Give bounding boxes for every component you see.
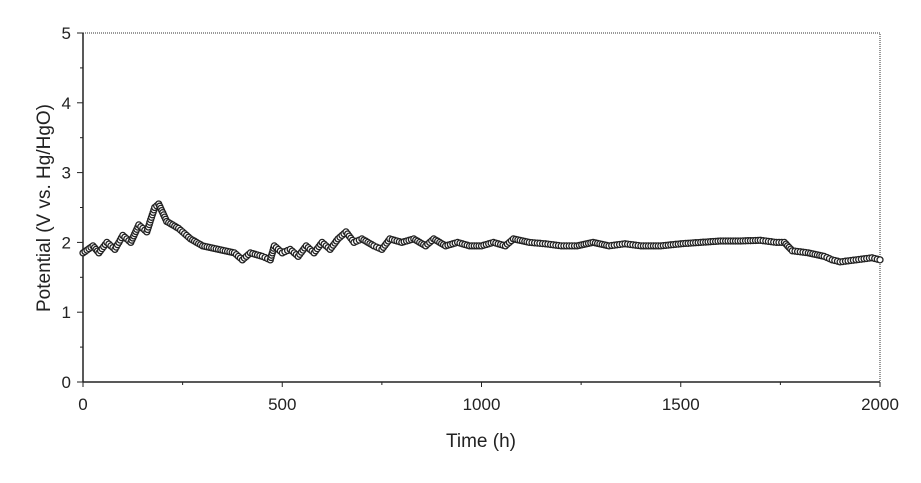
axes: 0 500 1000 1500 2000 0 1 2 3 4 5: [62, 24, 899, 414]
data-series: [80, 201, 883, 265]
x-tick-label: 0: [78, 395, 87, 414]
y-tick-label: 4: [62, 94, 71, 113]
y-tick-label: 0: [62, 373, 71, 392]
potential-time-chart: 0 500 1000 1500 2000 0 1 2 3 4 5 Time (h) Potentia…: [0, 0, 921, 478]
y-tick-label: 5: [62, 24, 71, 43]
x-tick-label: 500: [268, 395, 296, 414]
plot-frame: [83, 33, 880, 382]
x-tick-label: 2000: [861, 395, 899, 414]
y-tick-label: 1: [62, 303, 71, 322]
y-tick-label: 3: [62, 164, 71, 183]
x-tick-label: 1500: [662, 395, 700, 414]
data-point: [877, 257, 883, 263]
y-axis-label: Potential (V vs. Hg/HgO): [34, 104, 55, 312]
x-tick-label: 1000: [463, 395, 501, 414]
y-tick-label: 2: [62, 233, 71, 252]
x-axis-label: Time (h): [446, 431, 516, 452]
